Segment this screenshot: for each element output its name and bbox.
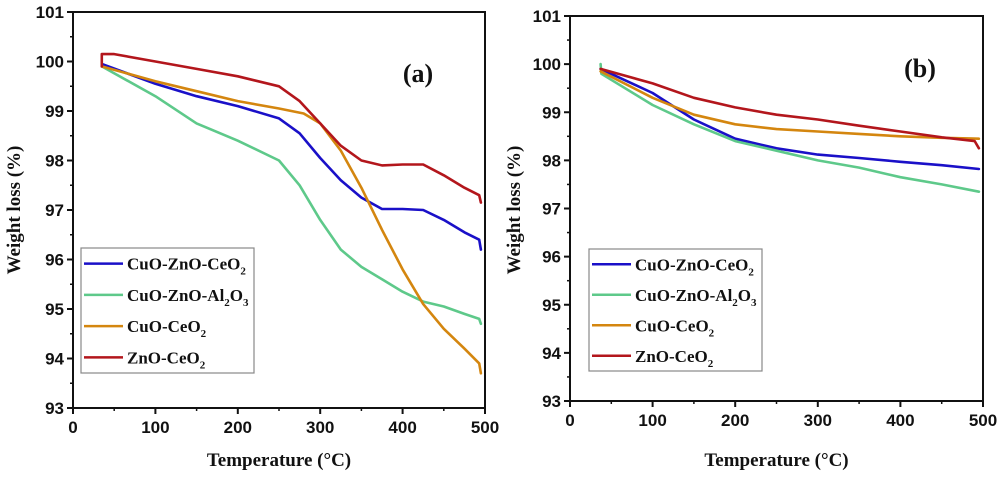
y-tick-label: 101 [533, 7, 561, 26]
x-tick-label: 500 [471, 418, 499, 437]
y-tick-label: 96 [45, 251, 64, 270]
x-tick-label: 200 [224, 418, 252, 437]
panel-label: (a) [403, 59, 433, 88]
y-axis-title: Weight loss (%) [4, 146, 25, 275]
y-tick-label: 95 [45, 300, 64, 319]
y-tick-label: 99 [542, 103, 561, 122]
legend-label: CuO-ZnO-CeO2 [127, 255, 246, 278]
y-tick-label: 96 [542, 248, 561, 267]
legend-label: ZnO-CeO2 [127, 348, 206, 371]
series-line-cuo-ceo2 [100, 65, 483, 375]
legend-label: CuO-ZnO-Al2O3 [635, 286, 757, 309]
y-axis-title: Weight loss (%) [504, 146, 525, 275]
panel-b: 93 94 95 96 97 98 99 100 101 0 100 200 300 400 500 Temp… [504, 7, 997, 471]
legend: CuO-ZnO-CeO2 CuO-ZnO-Al2O3 CuO-CeO2 ZnO-CeO… [588, 248, 763, 372]
series-line-zno-ceo2 [599, 67, 981, 150]
y-tick-label: 98 [542, 151, 561, 170]
legend: CuO-ZnO-CeO2 CuO-ZnO-Al2O3 CuO-CeO2 ZnO-CeO… [80, 247, 255, 374]
y-tick-label: 99 [45, 102, 64, 121]
x-tick-label: 200 [721, 411, 749, 430]
series-line-cuo-zno-al2o3 [100, 65, 483, 326]
y-tick-label: 100 [533, 55, 561, 74]
y-tick-label: 95 [542, 296, 561, 315]
y-tick-label: 93 [45, 399, 64, 418]
y-tick-label: 93 [542, 392, 561, 411]
series-line-cuo-ceo2 [599, 70, 981, 140]
y-tick-label: 101 [36, 3, 64, 22]
x-tick-label: 500 [969, 411, 997, 430]
y-tick-label: 100 [36, 53, 64, 72]
panel-label: (b) [904, 54, 936, 83]
legend-label: CuO-ZnO-Al2O3 [127, 286, 249, 309]
x-tick-label: 400 [886, 411, 914, 430]
y-tick-label: 94 [542, 344, 561, 363]
x-axis-title: Temperature (°C) [704, 450, 848, 471]
legend-label: CuO-ZnO-CeO2 [635, 255, 754, 278]
panel-a: 93 94 95 96 97 98 99 100 101 0 100 200 300 400 500 Temp… [4, 3, 499, 471]
x-tick-label: 300 [306, 418, 334, 437]
legend-box [588, 248, 763, 372]
y-tick-label: 94 [45, 350, 64, 369]
series-line-zno-ceo2 [100, 52, 483, 204]
y-tick-label: 97 [45, 201, 64, 220]
legend-label: ZnO-CeO2 [635, 347, 714, 370]
x-tick-label: 0 [68, 418, 77, 437]
x-tick-label: 100 [638, 411, 666, 430]
series-line-cuo-zno-ceo2 [100, 62, 483, 251]
legend-label: CuO-CeO2 [635, 316, 715, 339]
legend-box [80, 247, 255, 374]
x-axis-title: Temperature (°C) [207, 450, 351, 471]
y-tick-label: 98 [45, 152, 64, 171]
x-tick-label: 0 [565, 411, 574, 430]
series-line-cuo-zno-al2o3 [599, 62, 981, 193]
x-tick-label: 300 [804, 411, 832, 430]
legend-label: CuO-CeO2 [127, 317, 207, 340]
x-tick-label: 100 [141, 418, 169, 437]
x-tick-label: 400 [388, 418, 416, 437]
y-tick-label: 97 [542, 200, 561, 219]
